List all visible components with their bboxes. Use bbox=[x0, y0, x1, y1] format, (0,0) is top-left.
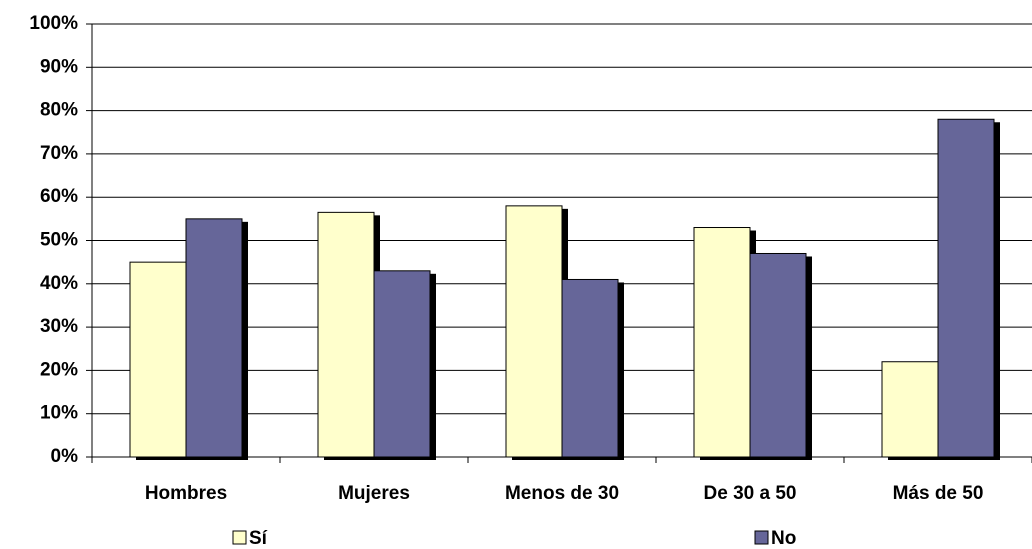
y-tick-label: 90% bbox=[40, 56, 78, 77]
bar bbox=[505, 205, 563, 458]
y-tick-label: 100% bbox=[29, 13, 78, 34]
x-tick-label: Más de 50 bbox=[893, 483, 984, 504]
bar bbox=[561, 278, 619, 458]
y-tick-label: 50% bbox=[40, 230, 78, 251]
y-tick-label: 70% bbox=[40, 143, 78, 164]
legend-label: Sí bbox=[249, 528, 268, 549]
y-tick-label: 20% bbox=[40, 359, 78, 380]
y-tick-label: 0% bbox=[51, 446, 79, 467]
y-tick-label: 10% bbox=[40, 403, 78, 424]
bar bbox=[881, 361, 939, 458]
y-tick-label: 30% bbox=[40, 316, 78, 337]
bar bbox=[749, 252, 807, 458]
x-tick-label: Hombres bbox=[145, 483, 227, 504]
x-tick-label: Mujeres bbox=[338, 483, 410, 504]
bar bbox=[373, 270, 431, 458]
y-tick-label: 60% bbox=[40, 186, 78, 207]
bar bbox=[317, 211, 375, 458]
bar bbox=[129, 261, 187, 458]
bar bbox=[937, 118, 995, 458]
x-tick-label: Menos de 30 bbox=[505, 483, 619, 504]
bar bbox=[185, 218, 243, 458]
legend-label: No bbox=[771, 528, 796, 549]
x-tick-label: De 30 a 50 bbox=[704, 483, 797, 504]
y-tick-label: 40% bbox=[40, 273, 78, 294]
bar bbox=[693, 227, 751, 458]
y-tick-label: 80% bbox=[40, 100, 78, 121]
legend-swatch bbox=[754, 530, 769, 545]
legend-swatch bbox=[232, 530, 247, 545]
